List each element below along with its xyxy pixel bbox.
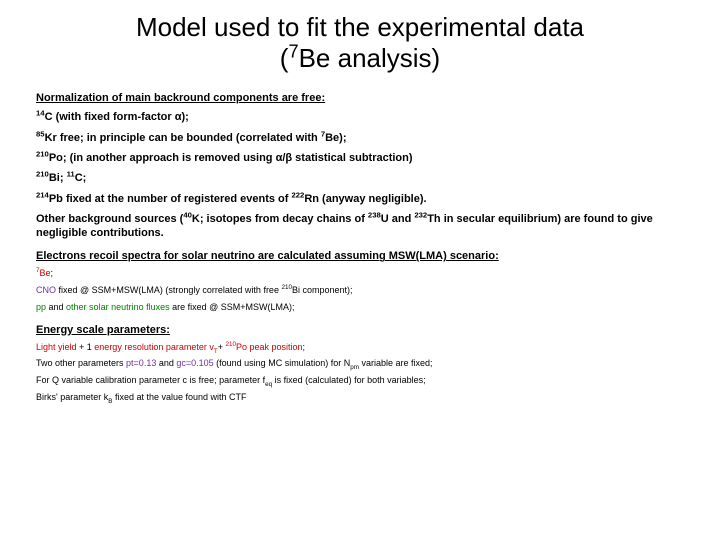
line-pp: pp and other solar neutrino fluxes are f… [36, 302, 684, 314]
text-birks-b: fixed at the value found with CTF [112, 392, 246, 402]
line-cno: CNO fixed @ SSM+MSW(LMA) (strongly corre… [36, 285, 684, 297]
line-214pb: 214Pb fixed at the number of registered … [36, 192, 684, 206]
text-85kr-a: Kr free; in principle can be bounded (co… [45, 132, 321, 144]
text-11c: C; [75, 172, 87, 184]
text-other-nu: other solar neutrino fluxes [66, 302, 170, 312]
title-line2b: Be analysis) [299, 43, 441, 73]
line-85kr: 85Kr free; in principle can be bounded (… [36, 131, 684, 145]
text-7be-semi: ; [51, 268, 54, 278]
text-popos: Po peak position [236, 342, 303, 352]
line-light-yield: Light yield + 1 energy resolution parame… [36, 342, 684, 354]
text-other-c: U and [381, 213, 415, 225]
section-head-1: Normalization of main backround componen… [36, 92, 684, 104]
text-pp: pp [36, 302, 46, 312]
section-head-3: Energy scale parameters: [36, 324, 684, 336]
sup-210po: 210 [36, 149, 49, 158]
text-birks-a: Birks' parameter k [36, 392, 108, 402]
sup-210bi: 210 [36, 170, 49, 179]
slide-title: Model used to fit the experimental data … [36, 12, 684, 74]
sup-210po2: 210 [225, 341, 236, 348]
sup-14: 14 [36, 109, 45, 118]
sup-85: 85 [36, 129, 45, 138]
slide-container: Model used to fit the experimental data … [0, 0, 720, 418]
text-214a: Pb fixed at the number of registered eve… [49, 193, 292, 205]
line-other-bg: Other background sources (40K; isotopes … [36, 212, 684, 241]
sup-40: 40 [183, 210, 192, 219]
text-pt-d: variable are fixed; [359, 358, 433, 368]
text-pt-b: and [156, 358, 176, 368]
text-ly-a: + 1 [77, 342, 95, 352]
sup-238: 238 [368, 210, 381, 219]
text-other-b: K; isotopes from decay chains of [192, 213, 368, 225]
line-qvar: For Q variable calibration parameter c i… [36, 375, 684, 387]
text-cno: CNO [36, 285, 56, 295]
text-other-a: Other background sources ( [36, 213, 183, 225]
text-pt-a: Two other parameters [36, 358, 126, 368]
text-cno-b: Bi component); [292, 285, 353, 295]
section-head-2: Electrons recoil spectra for solar neutr… [36, 250, 684, 262]
text-ly-c: ; [303, 342, 306, 352]
title-line1: Model used to fit the experimental data [136, 12, 584, 42]
text-pp-b: are fixed @ SSM+MSW(LMA); [170, 302, 295, 312]
text-gc: gc=0.105 [176, 358, 213, 368]
text-cno-a: fixed @ SSM+MSW(LMA) (strongly correlate… [56, 285, 281, 295]
sup-232: 232 [414, 210, 427, 219]
text-pt: pt=0.13 [126, 358, 156, 368]
line-birks: Birks' parameter kB fixed at the value f… [36, 392, 684, 404]
text-eres: energy resolution parameter v [94, 342, 214, 352]
sup-11c: 11 [67, 170, 75, 179]
title-sup: 7 [288, 42, 298, 62]
sub-pm: pm [350, 364, 359, 371]
text-85kr-b: Be); [325, 132, 346, 144]
sup-222: 222 [292, 190, 305, 199]
line-14c: 14C (with fixed form-factor α); [36, 110, 684, 124]
line-210po: 210Po; (in another approach is removed u… [36, 151, 684, 165]
line-7be-free: 7Be; [36, 268, 684, 280]
line-pt-gc: Two other parameters pt=0.13 and gc=0.10… [36, 358, 684, 370]
line-210bi-11c: 210Bi; 11C; [36, 171, 684, 185]
sup-210bi2: 210 [281, 284, 292, 291]
text-q-a: For Q variable calibration parameter c i… [36, 375, 265, 385]
text-pt-c: (found using MC simulation) for N [214, 358, 351, 368]
text-ly: Light yield [36, 342, 77, 352]
text-214b: Rn (anyway negligible). [304, 193, 426, 205]
text-q-b: is fixed (calculated) for both variables… [272, 375, 426, 385]
text-210po: Po; (in another approach is removed usin… [49, 152, 413, 164]
text-7be: Be [40, 268, 51, 278]
text-210bi: Bi; [49, 172, 67, 184]
text-pp-a: and [46, 302, 66, 312]
sup-214: 214 [36, 190, 49, 199]
text-14c: C (with fixed form-factor α); [45, 111, 189, 123]
